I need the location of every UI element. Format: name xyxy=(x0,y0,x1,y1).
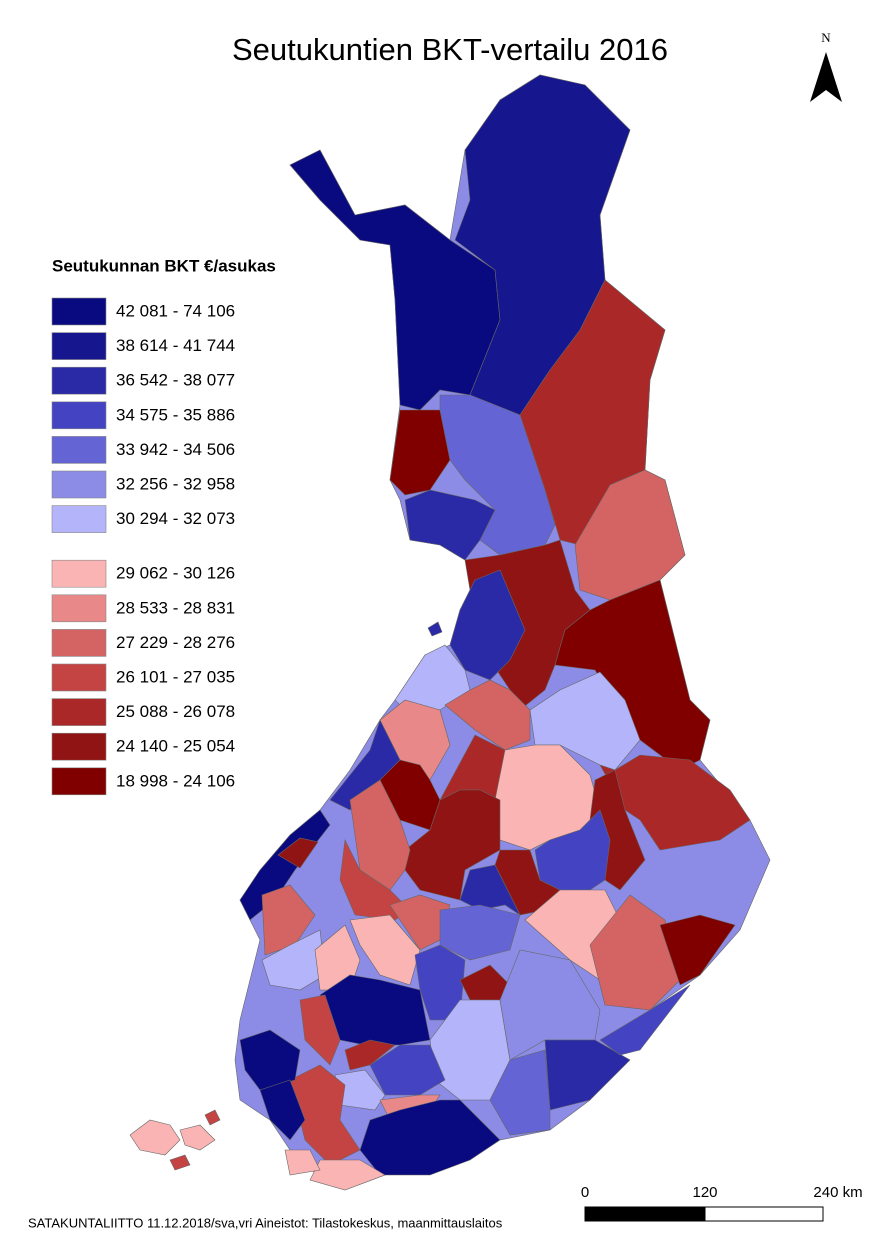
region xyxy=(289,1064,361,1166)
legend-swatch xyxy=(51,366,107,395)
region xyxy=(261,884,316,956)
region xyxy=(259,1079,306,1141)
legend-label: 32 256 - 32 958 xyxy=(116,474,235,493)
region xyxy=(379,759,441,831)
legend-label: 33 942 - 34 506 xyxy=(116,440,235,459)
region xyxy=(599,984,691,1056)
scale-label: 0 xyxy=(581,1184,589,1201)
legend-swatch xyxy=(51,698,107,726)
legend-label: 29 062 - 30 126 xyxy=(116,564,235,583)
legend-swatch xyxy=(51,505,107,533)
region xyxy=(284,1149,321,1176)
region xyxy=(239,809,331,921)
legend-swatch xyxy=(51,297,107,326)
region xyxy=(344,1039,396,1071)
island xyxy=(179,1124,216,1151)
region xyxy=(404,789,501,901)
legend-swatch xyxy=(51,401,107,430)
region xyxy=(404,489,496,561)
footer-credit: SATAKUNTALIITTO 11.12.2018/sva,vri Ainei… xyxy=(28,1215,503,1230)
region xyxy=(444,679,531,751)
region xyxy=(277,837,319,869)
island xyxy=(169,1154,191,1171)
legend-label: 25 088 - 26 078 xyxy=(116,702,235,721)
legend-swatch xyxy=(51,594,107,623)
north-arrow xyxy=(810,52,842,102)
legend-label: 26 101 - 27 035 xyxy=(116,667,235,686)
legend-label: 24 140 - 25 054 xyxy=(116,737,235,756)
scale-label: 120 xyxy=(692,1184,717,1201)
legend-swatch xyxy=(51,663,107,692)
legend-swatch xyxy=(51,559,107,588)
island xyxy=(129,1119,181,1156)
legend-label: 18 998 - 24 106 xyxy=(116,771,235,790)
region xyxy=(309,1159,386,1191)
legend-label: 28 533 - 28 831 xyxy=(116,598,235,617)
legend-swatch xyxy=(51,629,107,657)
region xyxy=(359,1099,501,1176)
legend-swatch xyxy=(51,436,107,464)
legend-label: 30 294 - 32 073 xyxy=(116,509,235,528)
region xyxy=(239,1029,301,1091)
region xyxy=(314,924,361,991)
region xyxy=(289,149,501,411)
legend-swatch xyxy=(51,470,107,499)
legend-label: 42 081 - 74 106 xyxy=(116,301,235,320)
scale-segment xyxy=(584,1206,706,1222)
legend-label: 38 614 - 41 744 xyxy=(116,336,235,355)
region xyxy=(494,849,561,916)
scale-label: 240 km xyxy=(813,1184,862,1201)
legend-label: 34 575 - 35 886 xyxy=(116,405,235,424)
region xyxy=(519,279,666,546)
legend-label: 36 542 - 38 077 xyxy=(116,371,235,390)
legend-swatch xyxy=(51,332,107,360)
region xyxy=(299,994,341,1066)
island xyxy=(204,1109,221,1126)
region xyxy=(599,754,751,851)
region xyxy=(659,914,736,986)
map xyxy=(129,74,771,1191)
scale-segment xyxy=(704,1206,824,1222)
scale-bar: 0 120 240 km xyxy=(581,1184,863,1222)
legend-title: Seutukunnan BKT €/asukas xyxy=(52,256,276,275)
legend-swatch xyxy=(51,767,107,796)
region xyxy=(349,914,421,986)
map-title: Seutukuntien BKT-vertailu 2016 xyxy=(232,32,668,67)
legend-swatch xyxy=(51,732,107,761)
region xyxy=(499,949,601,1061)
region xyxy=(489,1049,551,1136)
north-label: N xyxy=(821,30,831,45)
region xyxy=(454,74,631,416)
island xyxy=(427,621,443,637)
legend-label: 27 229 - 28 276 xyxy=(116,633,235,652)
legend: Seutukunnan BKT €/asukas 42 081 - 74 106… xyxy=(51,256,276,796)
